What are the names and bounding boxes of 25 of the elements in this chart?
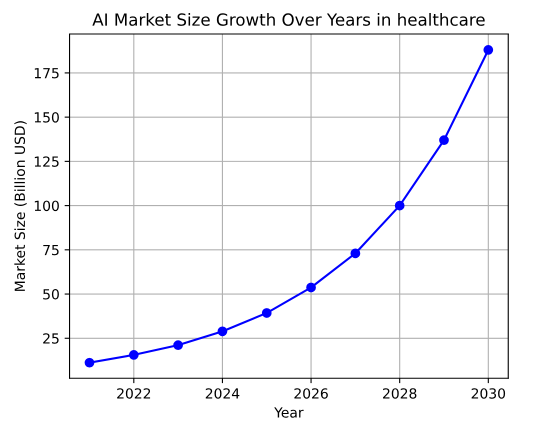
point: [483, 45, 494, 55]
x-tick-label: 2024: [206, 388, 240, 399]
y-tick-label: 175: [34, 68, 59, 78]
x-tick-label: 2022: [117, 388, 150, 399]
y-tick-label: 75: [43, 244, 59, 256]
point: [350, 248, 360, 258]
x-tick-label: 2030: [472, 388, 506, 399]
chart-title: AI Market Size Growth Over Years in healthcare: [92, 13, 485, 26]
point: [218, 326, 228, 336]
x-axis-title: Year: [274, 407, 304, 418]
x-tick-label: 2026: [294, 388, 328, 399]
y-tick-label: 25: [43, 333, 59, 344]
y-tick-label: 100: [34, 200, 59, 212]
point: [262, 308, 272, 318]
y-tick-label: 150: [34, 112, 59, 123]
point: [128, 350, 139, 360]
y-tick-label: 125: [34, 156, 59, 167]
y-tick-label: 50: [43, 289, 59, 300]
point: [84, 358, 94, 368]
y-axis-title: Market Size (Billion USD): [14, 121, 27, 291]
point: [173, 340, 183, 350]
point: [394, 200, 405, 210]
x-tick-label: 2028: [383, 388, 416, 399]
point: [439, 135, 449, 145]
point: [306, 282, 316, 292]
